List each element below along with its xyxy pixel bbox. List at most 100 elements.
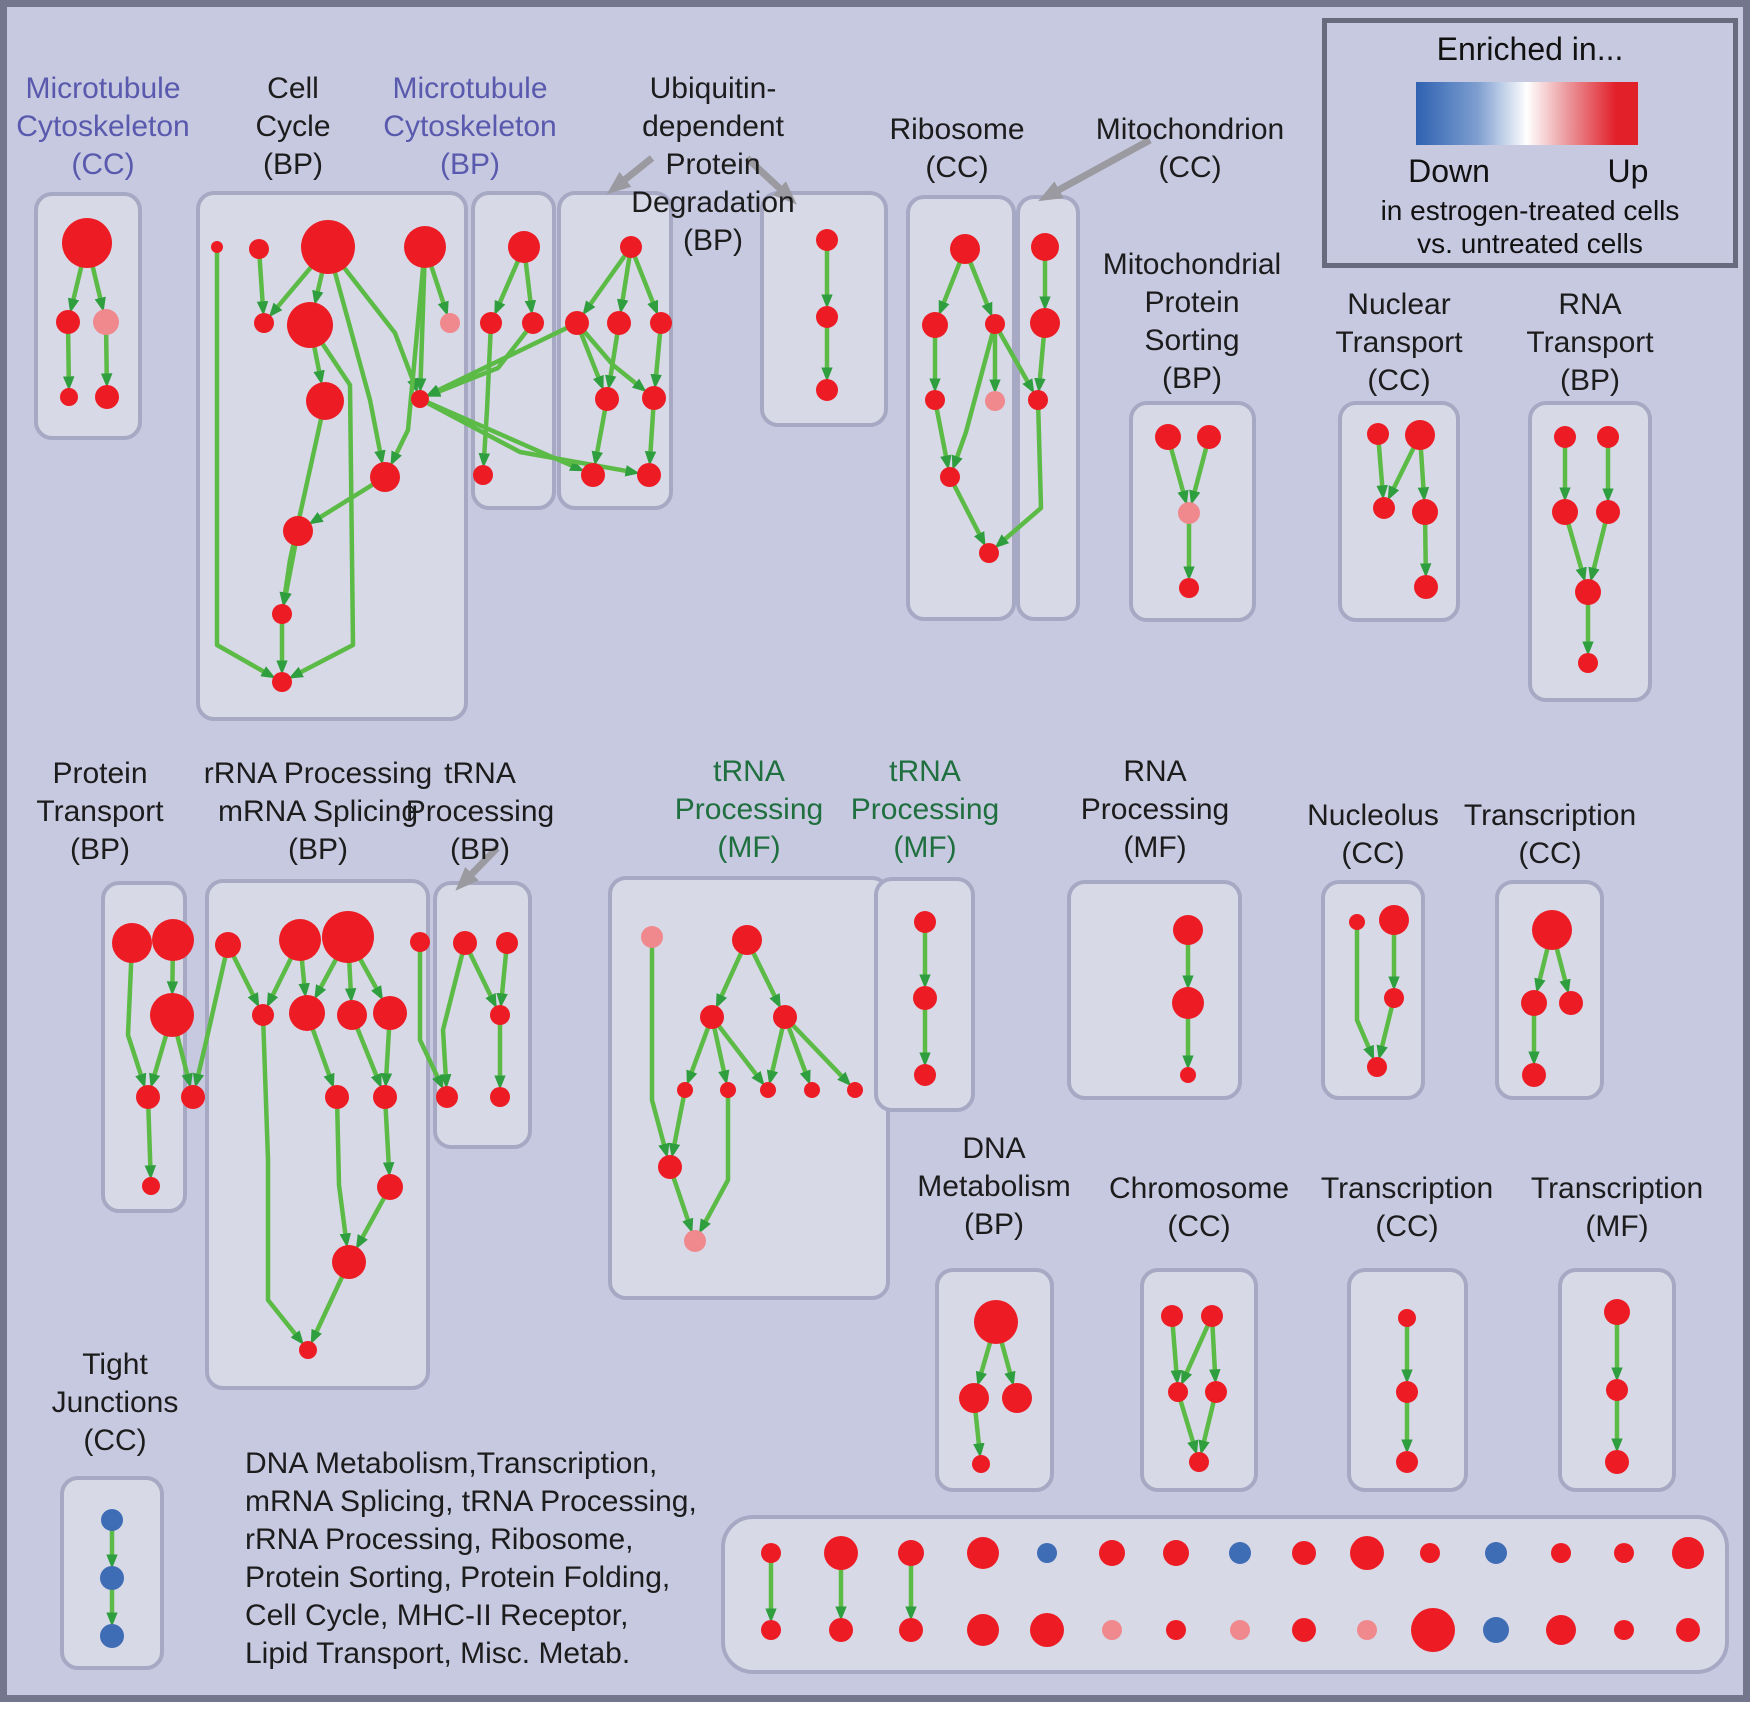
go-term-node-s1[interactable] [913,986,937,1010]
go-term-node-a4[interactable] [60,388,78,406]
go-term-node-t0[interactable] [453,931,477,955]
go-term-node-bt15[interactable] [1672,1537,1704,1569]
go-term-node-a1[interactable] [62,218,112,268]
go-term-node-m2[interactable] [1028,390,1048,410]
go-term-node-c3[interactable] [404,226,446,268]
go-term-node-r1[interactable] [922,312,948,338]
go-term-node-g1[interactable] [732,925,762,955]
go-term-node-g0[interactable] [641,926,663,948]
go-term-node-r4[interactable] [985,391,1005,411]
go-term-node-bb13[interactable] [1546,1615,1576,1645]
go-term-node-k1[interactable] [1201,1305,1223,1327]
go-term-node-bt5[interactable] [1037,1543,1057,1563]
go-term-node-u7[interactable] [637,463,661,487]
go-term-node-bb7[interactable] [1166,1620,1186,1640]
go-term-node-u0[interactable] [620,236,642,258]
go-term-node-u6[interactable] [581,463,605,487]
go-term-node-s0[interactable] [914,911,936,933]
go-term-node-q9[interactable] [373,1085,397,1109]
go-term-node-q6[interactable] [337,1000,367,1030]
go-term-node-c2[interactable] [301,220,355,274]
go-term-node-v2[interactable] [1180,1067,1196,1083]
go-term-node-bt9[interactable] [1292,1541,1316,1565]
go-term-node-g7[interactable] [804,1082,820,1098]
go-term-node-q2[interactable] [322,911,374,963]
go-term-node-x1[interactable] [1521,990,1547,1016]
go-term-node-c10[interactable] [283,516,313,546]
go-term-node-s2[interactable] [914,1064,936,1086]
go-term-node-bt2[interactable] [824,1536,858,1570]
go-term-node-w1[interactable] [1379,905,1409,935]
go-term-node-bb8[interactable] [1230,1620,1250,1640]
go-term-node-w3[interactable] [1367,1057,1387,1077]
go-term-node-b0[interactable] [508,231,540,263]
go-term-node-t3[interactable] [490,1005,510,1025]
go-term-node-i0[interactable] [1367,423,1389,445]
go-term-node-g5[interactable] [720,1082,736,1098]
go-term-node-p4[interactable] [181,1085,205,1109]
go-term-node-g9[interactable] [658,1155,682,1179]
go-term-node-bt12[interactable] [1485,1542,1507,1564]
go-term-node-g4[interactable] [677,1082,693,1098]
go-term-node-u3[interactable] [650,312,672,334]
go-term-node-c12[interactable] [272,672,292,692]
go-term-node-p5[interactable] [142,1177,160,1195]
go-term-node-u1[interactable] [565,311,589,335]
go-term-node-v0[interactable] [1173,915,1203,945]
go-term-node-g10[interactable] [684,1230,706,1252]
go-term-node-f2[interactable] [1605,1450,1629,1474]
go-term-node-h0[interactable] [1155,424,1181,450]
go-term-node-t2[interactable] [436,1086,458,1108]
go-term-node-bt3[interactable] [898,1540,924,1566]
go-term-node-bt1[interactable] [761,1543,781,1563]
go-term-node-j2[interactable] [1552,499,1578,525]
go-term-node-q0[interactable] [215,932,241,958]
go-term-node-bb3[interactable] [899,1618,923,1642]
go-term-node-i1[interactable] [1405,420,1435,450]
go-term-node-bt10[interactable] [1350,1536,1384,1570]
go-term-node-j1[interactable] [1597,426,1619,448]
go-term-node-r3[interactable] [925,390,945,410]
go-term-node-k3[interactable] [1205,1381,1227,1403]
go-term-node-c8[interactable] [411,390,429,408]
go-term-node-j3[interactable] [1596,500,1620,524]
go-term-node-h1[interactable] [1197,425,1221,449]
go-term-node-d0[interactable] [974,1300,1018,1344]
go-term-node-f1[interactable] [1606,1379,1628,1401]
go-term-node-g6[interactable] [760,1082,776,1098]
go-term-node-c0[interactable] [211,241,223,253]
go-term-node-z1[interactable] [100,1566,124,1590]
go-term-node-k0[interactable] [1161,1305,1183,1327]
go-term-node-bt13[interactable] [1551,1543,1571,1563]
go-term-node-w0[interactable] [1349,914,1365,930]
go-term-node-u2[interactable] [607,311,631,335]
go-term-node-q4[interactable] [252,1004,274,1026]
go-term-node-c4[interactable] [254,313,274,333]
go-term-node-x2[interactable] [1559,991,1583,1015]
go-term-node-m0[interactable] [1031,233,1059,261]
go-term-node-q3[interactable] [410,932,430,952]
go-term-node-d1[interactable] [959,1383,989,1413]
go-term-node-a5[interactable] [95,385,119,409]
go-term-node-q1[interactable] [279,919,321,961]
go-term-node-z2[interactable] [100,1624,124,1648]
go-term-node-t4[interactable] [490,1087,510,1107]
go-term-node-z0[interactable] [101,1509,123,1531]
go-term-node-bb9[interactable] [1292,1618,1316,1642]
go-term-node-a3[interactable] [93,309,119,335]
go-term-node-f0[interactable] [1604,1299,1630,1325]
go-term-node-b1[interactable] [480,312,502,334]
go-term-node-y2[interactable] [1396,1451,1418,1473]
go-term-node-u5[interactable] [642,386,666,410]
go-term-node-m1[interactable] [1030,308,1060,338]
go-term-node-bb10[interactable] [1357,1620,1377,1640]
go-term-node-j4[interactable] [1575,579,1601,605]
go-term-node-c11[interactable] [272,604,292,624]
go-term-node-bt11[interactable] [1420,1543,1440,1563]
go-term-node-q8[interactable] [325,1085,349,1109]
go-term-node-c6[interactable] [440,313,460,333]
go-term-node-q5[interactable] [289,995,325,1031]
go-term-node-i3[interactable] [1412,499,1438,525]
go-term-node-h3[interactable] [1179,578,1199,598]
go-term-node-t1[interactable] [496,932,518,954]
